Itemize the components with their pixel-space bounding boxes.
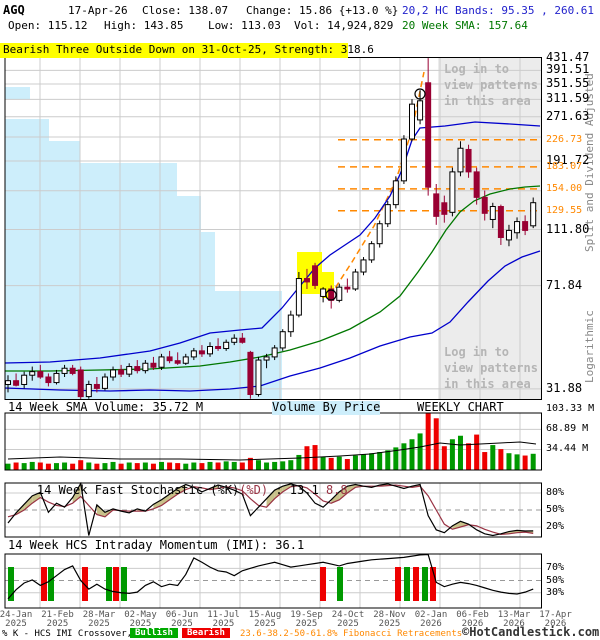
date-label: 02-Jan: [414, 610, 448, 620]
date-label: 28-Nov: [373, 610, 406, 620]
date-label: 06-Jun: [165, 610, 199, 620]
imi-axis-label: 50%: [546, 574, 565, 586]
year-label: 2025: [254, 619, 276, 629]
login-overlay-text-bottom: Log in to view patterns in this area: [444, 345, 538, 391]
year-label: 2025: [5, 619, 27, 629]
fib-axis-label: 226.73: [546, 133, 583, 145]
year-label: 2025: [171, 619, 193, 629]
year-label: 2025: [378, 619, 401, 629]
stochastic-label-sep: :: [268, 482, 290, 497]
year-label: 2025: [295, 619, 318, 629]
price-axis-label: 71.84: [546, 277, 583, 292]
date-label: 19-Sep: [290, 610, 323, 620]
login-overlay-text-top: Log in to view patterns in this area: [444, 62, 538, 108]
year-label: 2026: [461, 619, 484, 629]
bearish-badge: Bearish: [182, 628, 230, 639]
year-label: 2025: [88, 619, 110, 629]
open-value: Open: 115.12: [8, 19, 88, 32]
volume-axis-label: 34.44 M: [546, 443, 589, 455]
axis-title-logarithmic: Logarithmic: [583, 310, 596, 383]
volume-axis-label: 68.89 M: [546, 423, 589, 435]
volume-by-price-label: Volume By Price: [272, 400, 381, 415]
price-axis-label: 111.80: [546, 221, 590, 236]
year-label: 2025: [129, 619, 152, 629]
fib-axis-label: 183.07: [546, 160, 583, 172]
volume-axis-label: 103.33 M: [546, 403, 595, 415]
close-value: Close: 138.07: [142, 4, 229, 17]
hc-bands-value: 20,2 HC Bands: 95.35 , 260.61: [402, 4, 595, 17]
date-label: 11-Jul: [207, 610, 240, 620]
stochastic-d-value: 8.8: [325, 482, 348, 497]
stochastic-label: 14 Week Fast Stochastic (%K)(%D) : 13.1 …: [8, 470, 348, 511]
stochastic-k-value: 13.1: [289, 482, 319, 497]
stochastic-axis-label: 50%: [546, 504, 565, 515]
price-axis-label: 431.47: [546, 50, 590, 64]
stochastic-axis-label: 20%: [546, 521, 565, 532]
stochastic-axis-label: 80%: [546, 486, 565, 498]
date-label: 24-Jan: [0, 610, 33, 620]
date-label: 28-Mar: [82, 610, 116, 620]
ticker-symbol: AGQ: [3, 3, 25, 17]
fib-axis-label: 154.00: [546, 182, 583, 194]
price-axis-label: 311.59: [546, 91, 590, 106]
date-label: 17-Apr: [539, 610, 572, 620]
weekly-chart-label: WEEKLY CHART: [417, 400, 504, 414]
date-label: 06-Feb: [456, 610, 489, 620]
quote-date: 17-Apr-26: [68, 4, 128, 17]
year-label: 2025: [212, 619, 235, 629]
price-axis-label: 31.88: [546, 380, 583, 395]
low-value: Low: 113.03: [208, 19, 281, 32]
imi-axis-label: 70%: [546, 562, 565, 574]
date-label: 02-May: [124, 610, 157, 620]
date-label: 24-Oct: [331, 610, 365, 620]
year-label: 2025: [46, 619, 69, 629]
imi-label: 14 Week HCS Intraday Momentum (IMI): 36.…: [8, 538, 305, 552]
change-value: Change: 15.86 {+13.0 %}: [246, 4, 399, 17]
pattern-banner[interactable]: Bearish Three Outside Down on 31-Oct-25,…: [0, 43, 374, 58]
volume-value: Vol: 14,924,829: [294, 19, 394, 32]
price-axis-label: 271.63: [546, 108, 590, 123]
date-label: 21-Feb: [41, 610, 74, 620]
fib-axis-label: 129.55: [546, 204, 583, 216]
imi-axis-label: 30%: [546, 586, 565, 598]
crossover-legend-label: % K - HCS IMI Crossover,: [2, 629, 133, 639]
price-axis-label: 391.51: [546, 62, 590, 77]
bullish-badge: Bullish: [130, 628, 178, 639]
high-value: High: 143.85: [104, 19, 184, 32]
price-axis-label: 351.55: [546, 76, 590, 90]
copyright-label[interactable]: ©HotCandlestick.com: [462, 625, 600, 639]
fibonacci-legend-label: 23.6-38.2-50-61.8% Fibonacci Retracement…: [240, 629, 463, 639]
year-label: 2026: [503, 619, 525, 629]
year-label: 2025: [337, 619, 359, 629]
date-label: 15-Aug: [248, 610, 282, 620]
stochastic-label-k: 14 Week Fast Stochastic (%K): [36, 482, 240, 497]
year-label: 2026: [544, 619, 567, 629]
volume-sma-label: 14 Week SMA Volume: 35.72 M: [8, 400, 204, 414]
date-label: 13-Mar: [497, 610, 531, 620]
price-axis-label: 191.72: [546, 153, 590, 168]
sma-value: 20 Week SMA: 157.64: [402, 19, 528, 32]
year-label: 2026: [420, 619, 442, 629]
stochastic-label-d: (%D): [239, 482, 269, 497]
